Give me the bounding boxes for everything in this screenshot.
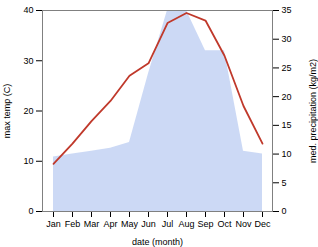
svg-text:0: 0 (282, 206, 287, 216)
svg-text:25: 25 (282, 63, 292, 73)
svg-text:Feb: Feb (65, 219, 81, 229)
svg-text:Aug: Aug (178, 219, 194, 229)
svg-text:May: May (121, 219, 139, 229)
svg-text:15: 15 (282, 120, 292, 130)
svg-text:Jun: Jun (141, 219, 156, 229)
svg-text:Dec: Dec (254, 219, 271, 229)
svg-text:Jul: Jul (162, 219, 174, 229)
svg-text:med. precipitation (kg/m2): med. precipitation (kg/m2) (308, 59, 318, 163)
svg-text:Oct: Oct (217, 219, 232, 229)
svg-text:30: 30 (23, 56, 33, 66)
svg-text:Sep: Sep (197, 219, 213, 229)
svg-text:Jan: Jan (46, 219, 61, 229)
svg-text:20: 20 (23, 106, 33, 116)
svg-text:10: 10 (282, 149, 292, 159)
svg-text:30: 30 (282, 34, 292, 44)
svg-text:35: 35 (282, 5, 292, 15)
svg-text:Nov: Nov (235, 219, 252, 229)
svg-text:0: 0 (28, 206, 33, 216)
svg-text:max temp (C): max temp (C) (2, 84, 12, 139)
svg-text:5: 5 (282, 178, 287, 188)
svg-text:date (month): date (month) (132, 237, 183, 247)
svg-text:Mar: Mar (84, 219, 100, 229)
svg-text:40: 40 (23, 5, 33, 15)
svg-text:10: 10 (23, 156, 33, 166)
svg-text:Apr: Apr (103, 219, 117, 229)
svg-text:20: 20 (282, 92, 292, 102)
